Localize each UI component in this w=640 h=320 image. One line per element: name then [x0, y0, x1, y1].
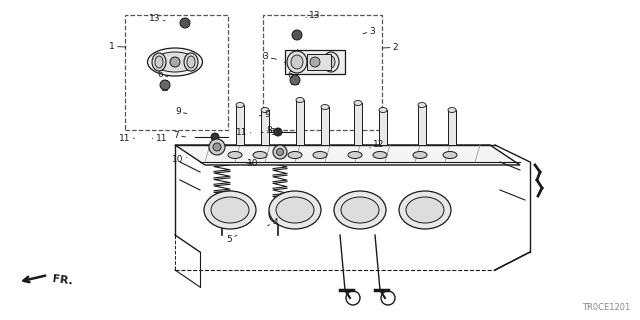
Circle shape [217, 212, 227, 222]
Ellipse shape [348, 151, 362, 158]
Text: 10: 10 [172, 155, 187, 164]
Ellipse shape [448, 108, 456, 113]
Ellipse shape [399, 191, 451, 229]
Text: 13: 13 [306, 11, 321, 20]
Text: 6: 6 [287, 71, 296, 80]
Ellipse shape [323, 52, 339, 72]
Ellipse shape [276, 197, 314, 223]
Text: FR.: FR. [52, 274, 74, 286]
Ellipse shape [291, 55, 303, 69]
Ellipse shape [354, 100, 362, 106]
Ellipse shape [147, 48, 202, 76]
Ellipse shape [418, 102, 426, 108]
Circle shape [209, 139, 225, 155]
Ellipse shape [236, 102, 244, 108]
Polygon shape [175, 145, 520, 165]
Text: 1: 1 [109, 42, 126, 51]
Ellipse shape [443, 151, 457, 158]
Ellipse shape [296, 98, 304, 102]
Circle shape [273, 209, 283, 219]
Bar [418, 105, 426, 145]
Ellipse shape [154, 52, 196, 72]
Text: 11: 11 [152, 134, 167, 143]
Ellipse shape [204, 191, 256, 229]
Circle shape [290, 75, 300, 85]
Circle shape [274, 128, 282, 136]
Ellipse shape [261, 108, 269, 113]
Bar [321, 107, 329, 145]
Ellipse shape [406, 197, 444, 223]
Ellipse shape [341, 197, 379, 223]
Bar [236, 105, 244, 145]
Ellipse shape [184, 53, 198, 71]
Text: TR0CE1201: TR0CE1201 [582, 303, 630, 312]
Bar [125, 15, 228, 130]
Ellipse shape [321, 105, 329, 109]
Circle shape [160, 80, 170, 90]
Text: 11: 11 [268, 128, 282, 137]
Ellipse shape [287, 51, 307, 73]
Ellipse shape [379, 108, 387, 113]
Text: 5: 5 [227, 235, 237, 244]
Ellipse shape [269, 191, 321, 229]
Text: 4: 4 [268, 218, 278, 227]
Circle shape [273, 145, 287, 159]
Bar [296, 100, 304, 145]
Ellipse shape [253, 151, 267, 158]
Text: 11: 11 [119, 134, 134, 143]
Ellipse shape [187, 56, 195, 68]
Ellipse shape [288, 151, 302, 158]
Circle shape [276, 148, 284, 156]
Text: 7: 7 [173, 131, 186, 140]
Circle shape [310, 57, 320, 67]
Bar [261, 110, 269, 145]
Text: 9: 9 [175, 107, 187, 116]
Text: 3: 3 [263, 52, 276, 61]
Ellipse shape [228, 151, 242, 158]
Ellipse shape [152, 53, 166, 71]
Text: 3: 3 [363, 27, 375, 36]
Bar [354, 103, 362, 145]
Circle shape [213, 208, 231, 226]
Ellipse shape [211, 197, 249, 223]
Text: 2: 2 [382, 43, 398, 52]
Ellipse shape [413, 151, 427, 158]
Text: 6: 6 [157, 70, 168, 79]
Circle shape [292, 30, 302, 40]
Ellipse shape [313, 151, 327, 158]
Ellipse shape [373, 151, 387, 158]
Circle shape [213, 143, 221, 151]
Circle shape [170, 57, 180, 67]
Ellipse shape [334, 191, 386, 229]
Bar [307, 54, 331, 70]
Circle shape [180, 18, 190, 28]
Circle shape [211, 133, 219, 141]
Bar [285, 50, 345, 74]
Text: 12: 12 [370, 140, 385, 149]
Text: 10: 10 [244, 159, 259, 168]
Ellipse shape [155, 56, 163, 68]
Bar [448, 110, 456, 145]
Text: 11: 11 [236, 128, 251, 137]
Circle shape [269, 205, 287, 223]
Bar [379, 110, 387, 145]
Text: 8: 8 [261, 126, 271, 135]
Bar [263, 15, 382, 130]
Text: 13: 13 [149, 14, 165, 23]
Text: 9: 9 [259, 110, 270, 119]
Ellipse shape [327, 56, 335, 68]
